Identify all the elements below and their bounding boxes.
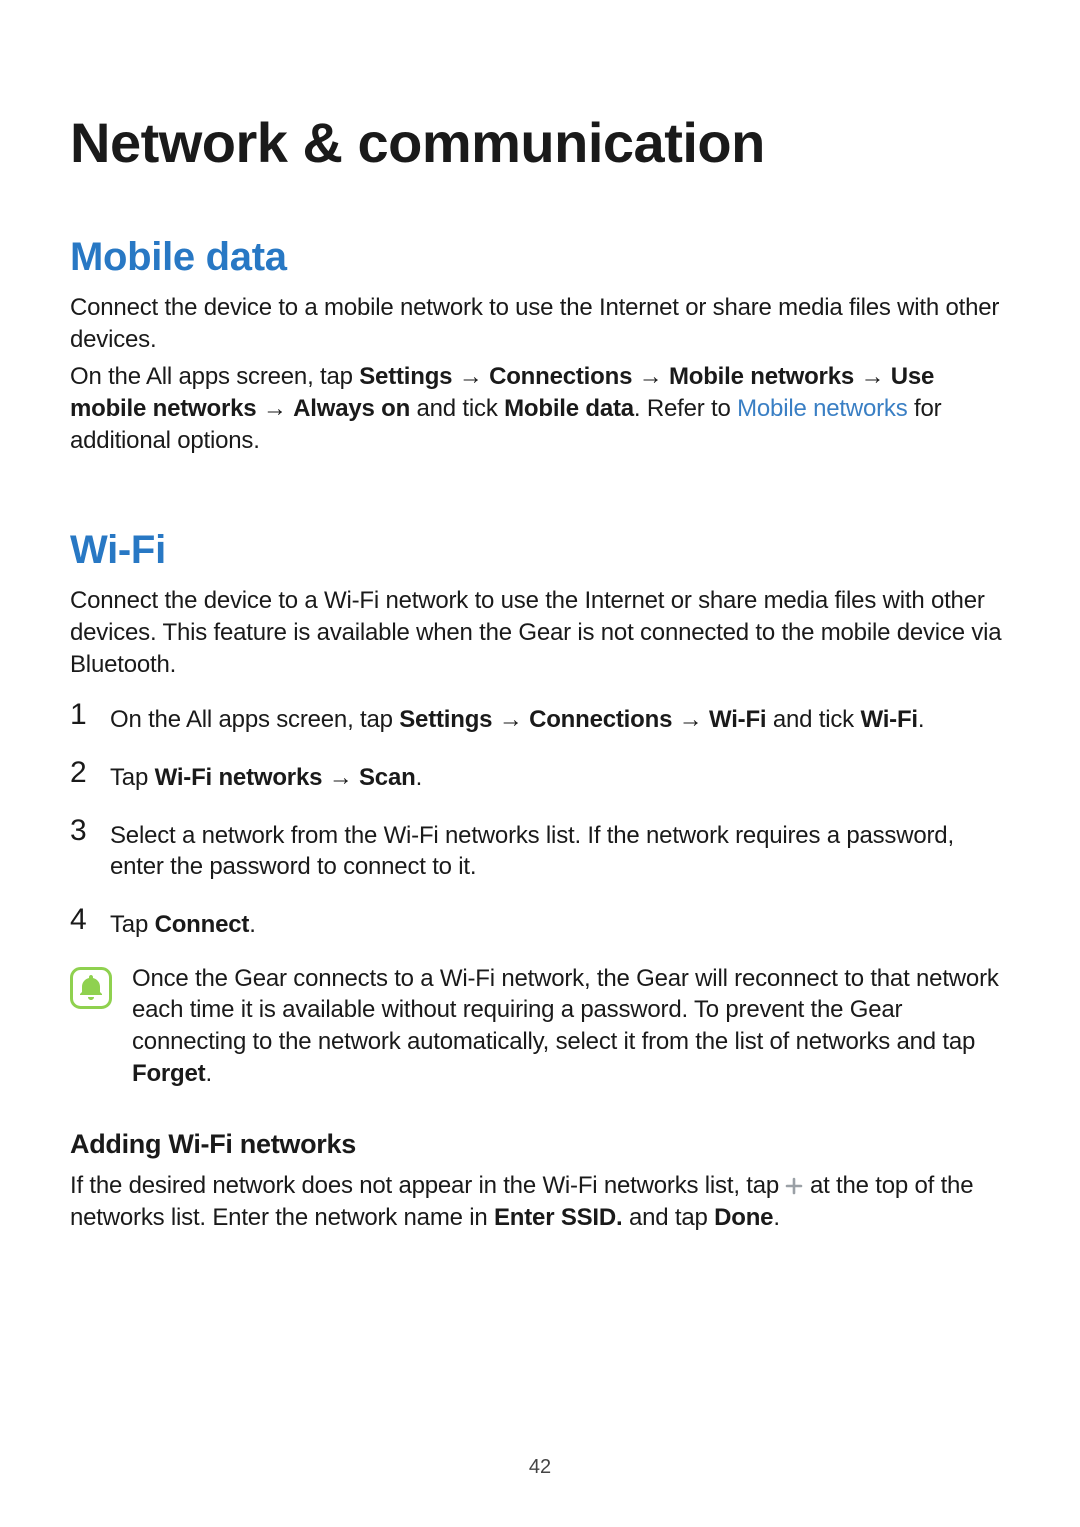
path-wifi-networks: Wi-Fi networks (155, 764, 323, 791)
text: . Refer to (634, 395, 737, 422)
note-box: Once the Gear connects to a Wi-Fi networ… (70, 963, 1010, 1090)
plus-icon (785, 1177, 803, 1195)
arrow-icon: → (256, 395, 293, 422)
step-number: 1 (70, 700, 92, 730)
step-3: 3 Select a network from the Wi-Fi networ… (70, 816, 1010, 883)
path-connect: Connect (155, 911, 250, 938)
text: and tick (766, 706, 860, 733)
text: . (416, 764, 422, 791)
path-mobile-networks: Mobile networks (669, 363, 854, 390)
link-mobile-networks[interactable]: Mobile networks (737, 395, 907, 422)
path-connections: Connections (529, 706, 672, 733)
step-number: 4 (70, 905, 92, 935)
text: and tap (623, 1204, 715, 1231)
step-text: On the All apps screen, tap Settings → C… (110, 700, 924, 736)
page-number: 42 (0, 1456, 1080, 1479)
mobile-data-intro: Connect the device to a mobile network t… (70, 292, 1010, 355)
arrow-icon: → (632, 363, 669, 390)
text: Tap (110, 911, 155, 938)
step-1: 1 On the All apps screen, tap Settings →… (70, 700, 1010, 736)
section-heading-wifi: Wi-Fi (70, 528, 1010, 573)
step-number: 3 (70, 816, 92, 846)
subheading-adding-wifi: Adding Wi-Fi networks (70, 1129, 1010, 1160)
text: On the All apps screen, tap (110, 706, 399, 733)
text: Once the Gear connects to a Wi-Fi networ… (132, 965, 999, 1055)
bell-note-icon (70, 967, 112, 1009)
wifi-steps: 1 On the All apps screen, tap Settings →… (70, 700, 1010, 940)
text: On the All apps screen, tap (70, 363, 359, 390)
text: . (773, 1204, 779, 1231)
path-settings: Settings (399, 706, 492, 733)
path-always-on: Always on (293, 395, 410, 422)
note-text: Once the Gear connects to a Wi-Fi networ… (132, 963, 1010, 1090)
arrow-icon: → (452, 363, 489, 390)
path-wifi: Wi-Fi (860, 706, 917, 733)
path-connections: Connections (489, 363, 632, 390)
text: . (205, 1060, 211, 1087)
step-number: 2 (70, 758, 92, 788)
path-mobile-data: Mobile data (504, 395, 634, 422)
wifi-intro: Connect the device to a Wi-Fi network to… (70, 585, 1010, 680)
text: Tap (110, 764, 155, 791)
path-scan: Scan (359, 764, 416, 791)
step-text: Select a network from the Wi-Fi networks… (110, 816, 1010, 883)
path-settings: Settings (359, 363, 452, 390)
arrow-icon: → (492, 706, 529, 733)
step-text: Tap Wi-Fi networks → Scan. (110, 758, 422, 794)
path-enter-ssid: Enter SSID. (494, 1204, 623, 1231)
path-wifi: Wi-Fi (709, 706, 766, 733)
arrow-icon: → (854, 363, 891, 390)
step-4: 4 Tap Connect. (70, 905, 1010, 941)
arrow-icon: → (322, 764, 359, 791)
mobile-data-path: On the All apps screen, tap Settings → C… (70, 361, 1010, 456)
manual-page: Network & communication Mobile data Conn… (0, 0, 1080, 1527)
text: . (249, 911, 255, 938)
arrow-icon: → (672, 706, 709, 733)
section-heading-mobile-data: Mobile data (70, 235, 1010, 280)
text: . (918, 706, 924, 733)
path-done: Done (714, 1204, 773, 1231)
page-title: Network & communication (70, 110, 1010, 175)
text: If the desired network does not appear i… (70, 1172, 785, 1199)
adding-wifi-text: If the desired network does not appear i… (70, 1170, 1010, 1233)
step-2: 2 Tap Wi-Fi networks → Scan. (70, 758, 1010, 794)
path-forget: Forget (132, 1060, 205, 1087)
step-text: Tap Connect. (110, 905, 256, 941)
text: and tick (410, 395, 504, 422)
